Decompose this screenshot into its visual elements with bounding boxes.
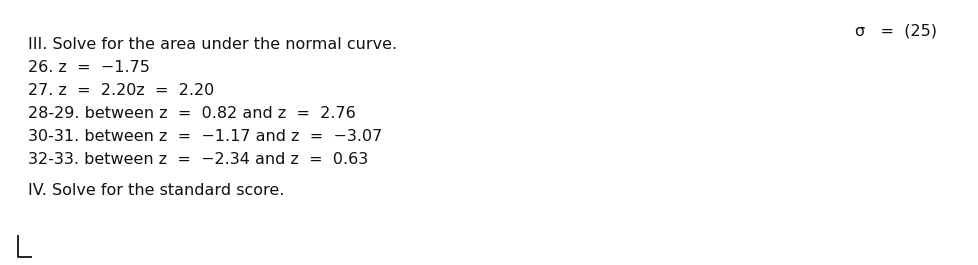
Text: 26. z  =  −1.75: 26. z = −1.75	[28, 60, 150, 75]
Text: III. Solve for the area under the normal curve.: III. Solve for the area under the normal…	[28, 37, 397, 52]
Text: 28-29. between z  =  0.82 and z  =  2.76: 28-29. between z = 0.82 and z = 2.76	[28, 106, 355, 121]
Text: 32-33. between z  =  −2.34 and z  =  0.63: 32-33. between z = −2.34 and z = 0.63	[28, 152, 368, 167]
Text: σ   =  (25): σ = (25)	[854, 23, 936, 38]
Text: 30-31. between z  =  −1.17 and z  =  −3.07: 30-31. between z = −1.17 and z = −3.07	[28, 129, 381, 144]
Text: IV. Solve for the standard score.: IV. Solve for the standard score.	[28, 183, 284, 198]
Text: 27. z  =  2.20z  =  2.20: 27. z = 2.20z = 2.20	[28, 83, 214, 98]
